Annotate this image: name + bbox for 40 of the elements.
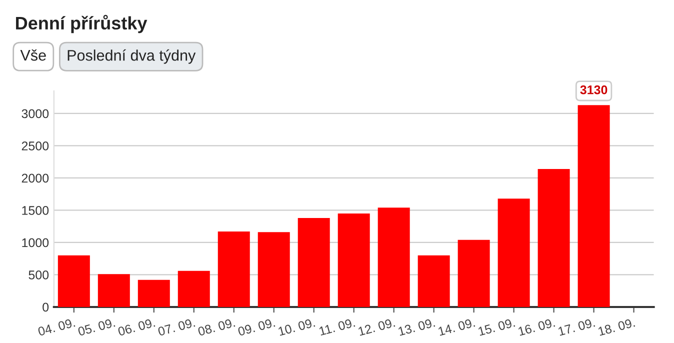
x-tick-label: 06. 09. xyxy=(118,318,156,336)
text: Poslední dva týdny xyxy=(68,49,196,64)
y-tick-label: 2500 xyxy=(22,142,49,150)
y-tick-label: 0 xyxy=(42,302,49,312)
bar xyxy=(298,218,330,307)
bar xyxy=(338,213,370,307)
x-tick-label: 12. 09. xyxy=(358,318,396,336)
data-label: 3130 xyxy=(580,85,608,94)
y-tick-label: 1000 xyxy=(22,238,49,248)
x-tick-label: 05. 09. xyxy=(78,318,116,336)
text: Vše xyxy=(20,49,46,61)
bar xyxy=(98,274,130,307)
x-tick-label: 11. 09. xyxy=(318,318,356,336)
y-tick-label: 2000 xyxy=(22,174,49,183)
bar xyxy=(218,232,250,307)
bar xyxy=(458,240,490,307)
x-tick-label: 10. 09. xyxy=(278,318,316,336)
bar xyxy=(418,255,450,307)
bar xyxy=(498,198,530,307)
bar xyxy=(538,168,570,307)
x-tick-label: 15. 09. xyxy=(478,318,516,336)
x-tick-label: 04. 09. xyxy=(38,318,76,336)
bar xyxy=(138,280,170,307)
bar xyxy=(178,270,210,307)
x-tick-label: 16. 09. xyxy=(518,318,556,336)
y-tick-label: 500 xyxy=(28,270,49,280)
bar xyxy=(258,232,290,307)
bar xyxy=(578,105,610,307)
bar xyxy=(58,255,90,307)
bar xyxy=(378,208,410,307)
x-tick-label: 18. 09. xyxy=(598,318,636,336)
chart-title: Denní přírůstky xyxy=(16,14,148,34)
x-tick-label: 09. 09. xyxy=(238,318,276,336)
x-tick-label: 13. 09. xyxy=(398,318,436,336)
y-tick-label: 3000 xyxy=(22,109,49,118)
x-tick-label: 14. 09. xyxy=(438,318,476,336)
x-tick-label: 07. 09. xyxy=(158,318,196,336)
x-tick-label: 08. 09. xyxy=(198,318,236,336)
x-tick-label: 17. 09. xyxy=(558,318,596,336)
y-tick-label: 1500 xyxy=(22,206,49,215)
